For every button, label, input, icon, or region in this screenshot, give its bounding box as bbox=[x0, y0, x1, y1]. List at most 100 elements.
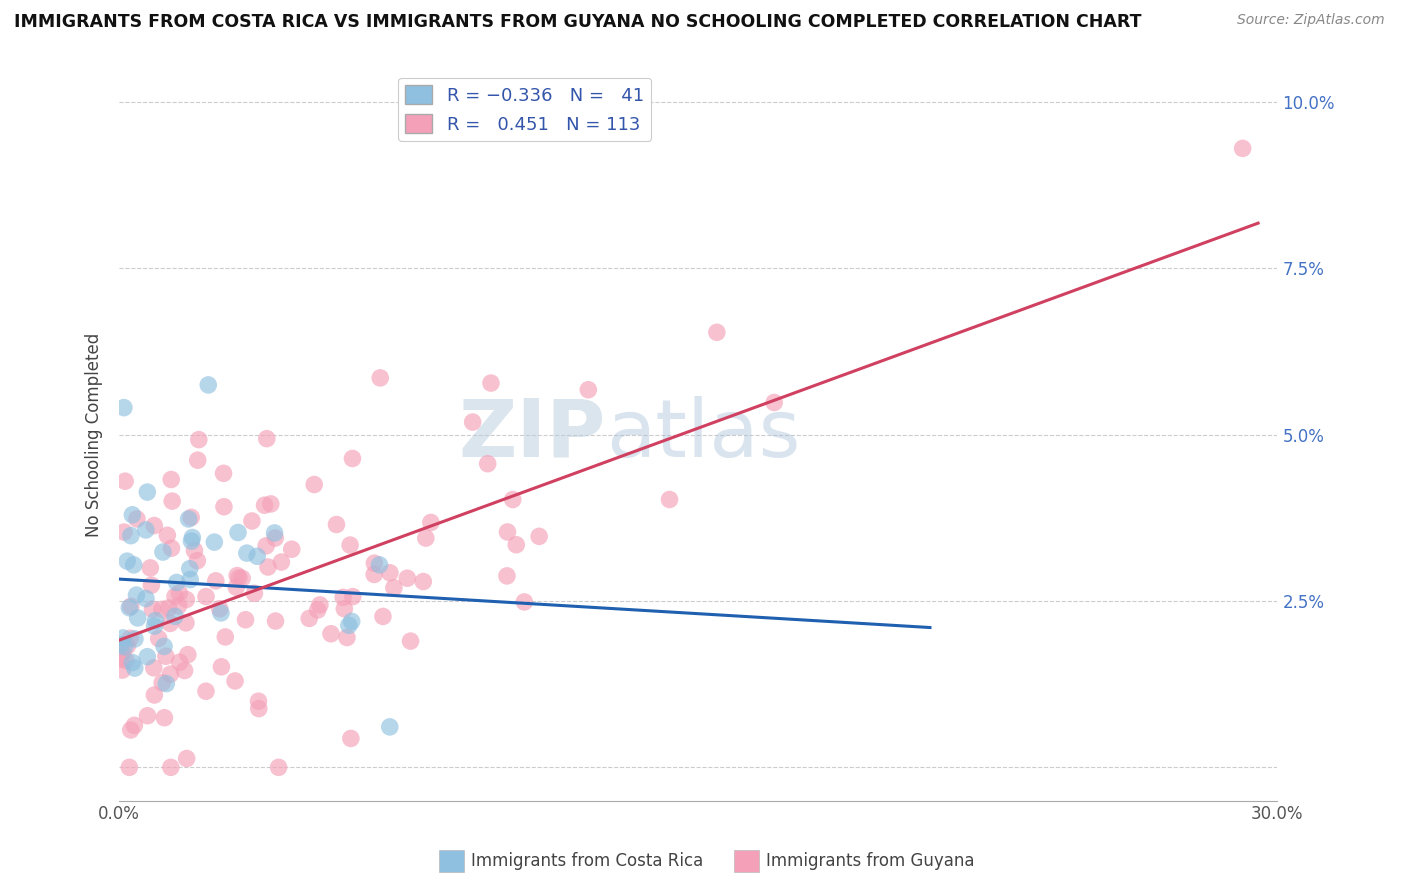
Point bbox=[173, 664, 195, 678]
Point bbox=[180, 534, 202, 549]
Text: Source: ZipAtlas.com: Source: ZipAtlas.com bbox=[1237, 13, 1385, 28]
Point bbox=[183, 543, 205, 558]
Point bbox=[527, 529, 550, 543]
Point bbox=[118, 600, 141, 615]
Point bbox=[763, 395, 786, 409]
Point bbox=[177, 512, 200, 526]
Point bbox=[166, 575, 188, 590]
Point bbox=[120, 529, 142, 543]
Point bbox=[243, 586, 266, 600]
Point bbox=[231, 571, 253, 585]
Point bbox=[340, 615, 363, 629]
Point bbox=[187, 433, 209, 447]
Point bbox=[179, 562, 201, 576]
Point bbox=[111, 663, 134, 677]
Point bbox=[186, 554, 208, 568]
Point bbox=[415, 531, 437, 545]
Point bbox=[419, 516, 441, 530]
Point bbox=[337, 618, 360, 632]
Point bbox=[114, 640, 136, 654]
Point bbox=[479, 376, 502, 390]
Point bbox=[240, 514, 263, 528]
Point bbox=[159, 667, 181, 681]
Point bbox=[195, 590, 218, 604]
Point bbox=[152, 545, 174, 559]
Point bbox=[235, 613, 257, 627]
Legend: R = −0.336   N =   41, R =   0.451   N = 113: R = −0.336 N = 41, R = 0.451 N = 113 bbox=[398, 78, 651, 141]
Point bbox=[194, 684, 217, 698]
Point bbox=[368, 371, 391, 385]
Point bbox=[264, 531, 287, 545]
Point bbox=[212, 500, 235, 514]
Point bbox=[399, 634, 422, 648]
Point bbox=[226, 568, 249, 582]
Point bbox=[169, 655, 191, 669]
Point bbox=[197, 378, 219, 392]
Point bbox=[120, 632, 142, 646]
Point bbox=[160, 541, 183, 556]
Point bbox=[325, 517, 347, 532]
Point bbox=[160, 494, 183, 508]
Point bbox=[363, 556, 385, 570]
Point bbox=[336, 631, 359, 645]
Point bbox=[176, 592, 198, 607]
Point bbox=[264, 614, 287, 628]
Point bbox=[142, 661, 165, 675]
Point bbox=[209, 660, 232, 674]
Point bbox=[160, 473, 183, 487]
Point bbox=[125, 588, 148, 602]
Point bbox=[165, 590, 187, 604]
Point bbox=[124, 718, 146, 732]
Point bbox=[135, 523, 157, 537]
Point bbox=[160, 760, 183, 774]
Text: IMMIGRANTS FROM COSTA RICA VS IMMIGRANTS FROM GUYANA NO SCHOOLING COMPLETED CORR: IMMIGRANTS FROM COSTA RICA VS IMMIGRANTS… bbox=[14, 13, 1142, 31]
Point bbox=[118, 760, 141, 774]
Point bbox=[1232, 141, 1254, 155]
Point bbox=[371, 609, 394, 624]
Point bbox=[111, 646, 134, 660]
Point bbox=[224, 673, 246, 688]
Point bbox=[502, 492, 524, 507]
Point bbox=[136, 485, 159, 500]
Point bbox=[302, 477, 325, 491]
Point bbox=[153, 711, 176, 725]
Point bbox=[167, 599, 190, 613]
Point bbox=[339, 538, 361, 552]
Point bbox=[496, 569, 519, 583]
Point bbox=[247, 694, 270, 708]
Point bbox=[157, 601, 180, 615]
Point bbox=[342, 451, 364, 466]
Point bbox=[181, 531, 204, 545]
Point bbox=[124, 632, 146, 646]
Point bbox=[112, 524, 135, 539]
Point bbox=[256, 432, 278, 446]
Point bbox=[124, 661, 146, 675]
Point bbox=[143, 518, 166, 533]
Point bbox=[122, 558, 145, 572]
Point bbox=[127, 611, 149, 625]
Text: ZIP: ZIP bbox=[458, 395, 606, 474]
Point bbox=[706, 326, 728, 340]
Point bbox=[333, 601, 356, 615]
Point bbox=[136, 649, 159, 664]
Point bbox=[208, 601, 231, 615]
Point bbox=[368, 558, 391, 572]
Text: Immigrants from Costa Rica: Immigrants from Costa Rica bbox=[471, 852, 703, 871]
Point bbox=[214, 630, 236, 644]
Text: Immigrants from Guyana: Immigrants from Guyana bbox=[766, 852, 974, 871]
Point bbox=[513, 595, 536, 609]
Point bbox=[110, 638, 132, 652]
Point bbox=[114, 653, 136, 667]
Y-axis label: No Schooling Completed: No Schooling Completed bbox=[86, 333, 103, 537]
Point bbox=[150, 602, 173, 616]
Point bbox=[254, 539, 277, 553]
Point bbox=[263, 525, 285, 540]
Point bbox=[120, 599, 142, 614]
Point bbox=[155, 676, 177, 690]
Point bbox=[319, 626, 342, 640]
Point bbox=[461, 415, 484, 429]
Point bbox=[117, 639, 139, 653]
Point bbox=[576, 383, 599, 397]
Point bbox=[120, 723, 142, 737]
Point bbox=[111, 631, 134, 645]
